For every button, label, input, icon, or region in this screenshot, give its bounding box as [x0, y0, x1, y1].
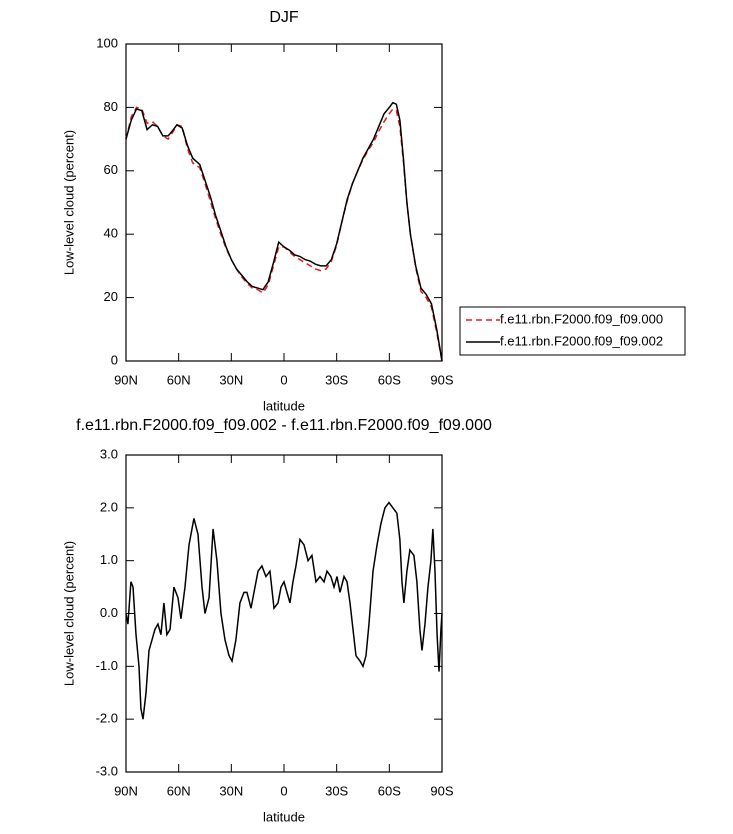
y-tick-label: 100 [96, 35, 118, 50]
legend-label: f.e11.rbn.F2000.f09_f09.000 [500, 311, 663, 326]
x-tick-label: 30N [219, 783, 243, 798]
series-line [125, 501, 443, 720]
y-tick-label: -3.0 [96, 763, 118, 778]
x-axis-label: latitude [263, 398, 305, 413]
x-axis-label: latitude [263, 809, 305, 824]
y-tick-label: 1.0 [100, 552, 118, 567]
x-tick-label: 30S [325, 783, 348, 798]
y-tick-label: 3.0 [100, 446, 118, 461]
y-tick-label: 20 [104, 289, 118, 304]
y-tick-label: -1.0 [96, 658, 118, 673]
x-tick-label: 90S [430, 783, 453, 798]
chart-title: f.e11.rbn.F2000.f09_f09.002 - f.e11.rbn.… [76, 417, 492, 434]
x-tick-label: 60S [378, 372, 401, 387]
y-tick-label: 0 [111, 352, 118, 367]
y-tick-label: 2.0 [100, 499, 118, 514]
x-tick-label: 60N [167, 783, 191, 798]
x-tick-label: 60N [167, 372, 191, 387]
chart-title: DJF [269, 9, 299, 26]
x-tick-label: 0 [280, 372, 287, 387]
y-tick-label: 80 [104, 99, 118, 114]
x-tick-label: 30S [325, 372, 348, 387]
x-tick-label: 90S [430, 372, 453, 387]
x-tick-label: 60S [378, 783, 401, 798]
y-tick-label: 0.0 [100, 605, 118, 620]
x-tick-label: 30N [219, 372, 243, 387]
y-tick-label: 40 [104, 226, 118, 241]
plot-frame [125, 454, 443, 773]
series-line [125, 106, 443, 362]
y-axis-label: Low-level cloud (percent) [61, 541, 76, 686]
x-tick-label: 0 [280, 783, 287, 798]
legend-label: f.e11.rbn.F2000.f09_f09.002 [500, 333, 663, 348]
plot-frame [125, 43, 443, 362]
x-tick-label: 90N [114, 372, 138, 387]
x-tick-label: 90N [114, 783, 138, 798]
y-tick-label: 60 [104, 162, 118, 177]
legend-box [459, 306, 686, 356]
series-line [125, 101, 443, 362]
y-axis-label: Low-level cloud (percent) [61, 130, 76, 275]
y-tick-label: -2.0 [96, 711, 118, 726]
